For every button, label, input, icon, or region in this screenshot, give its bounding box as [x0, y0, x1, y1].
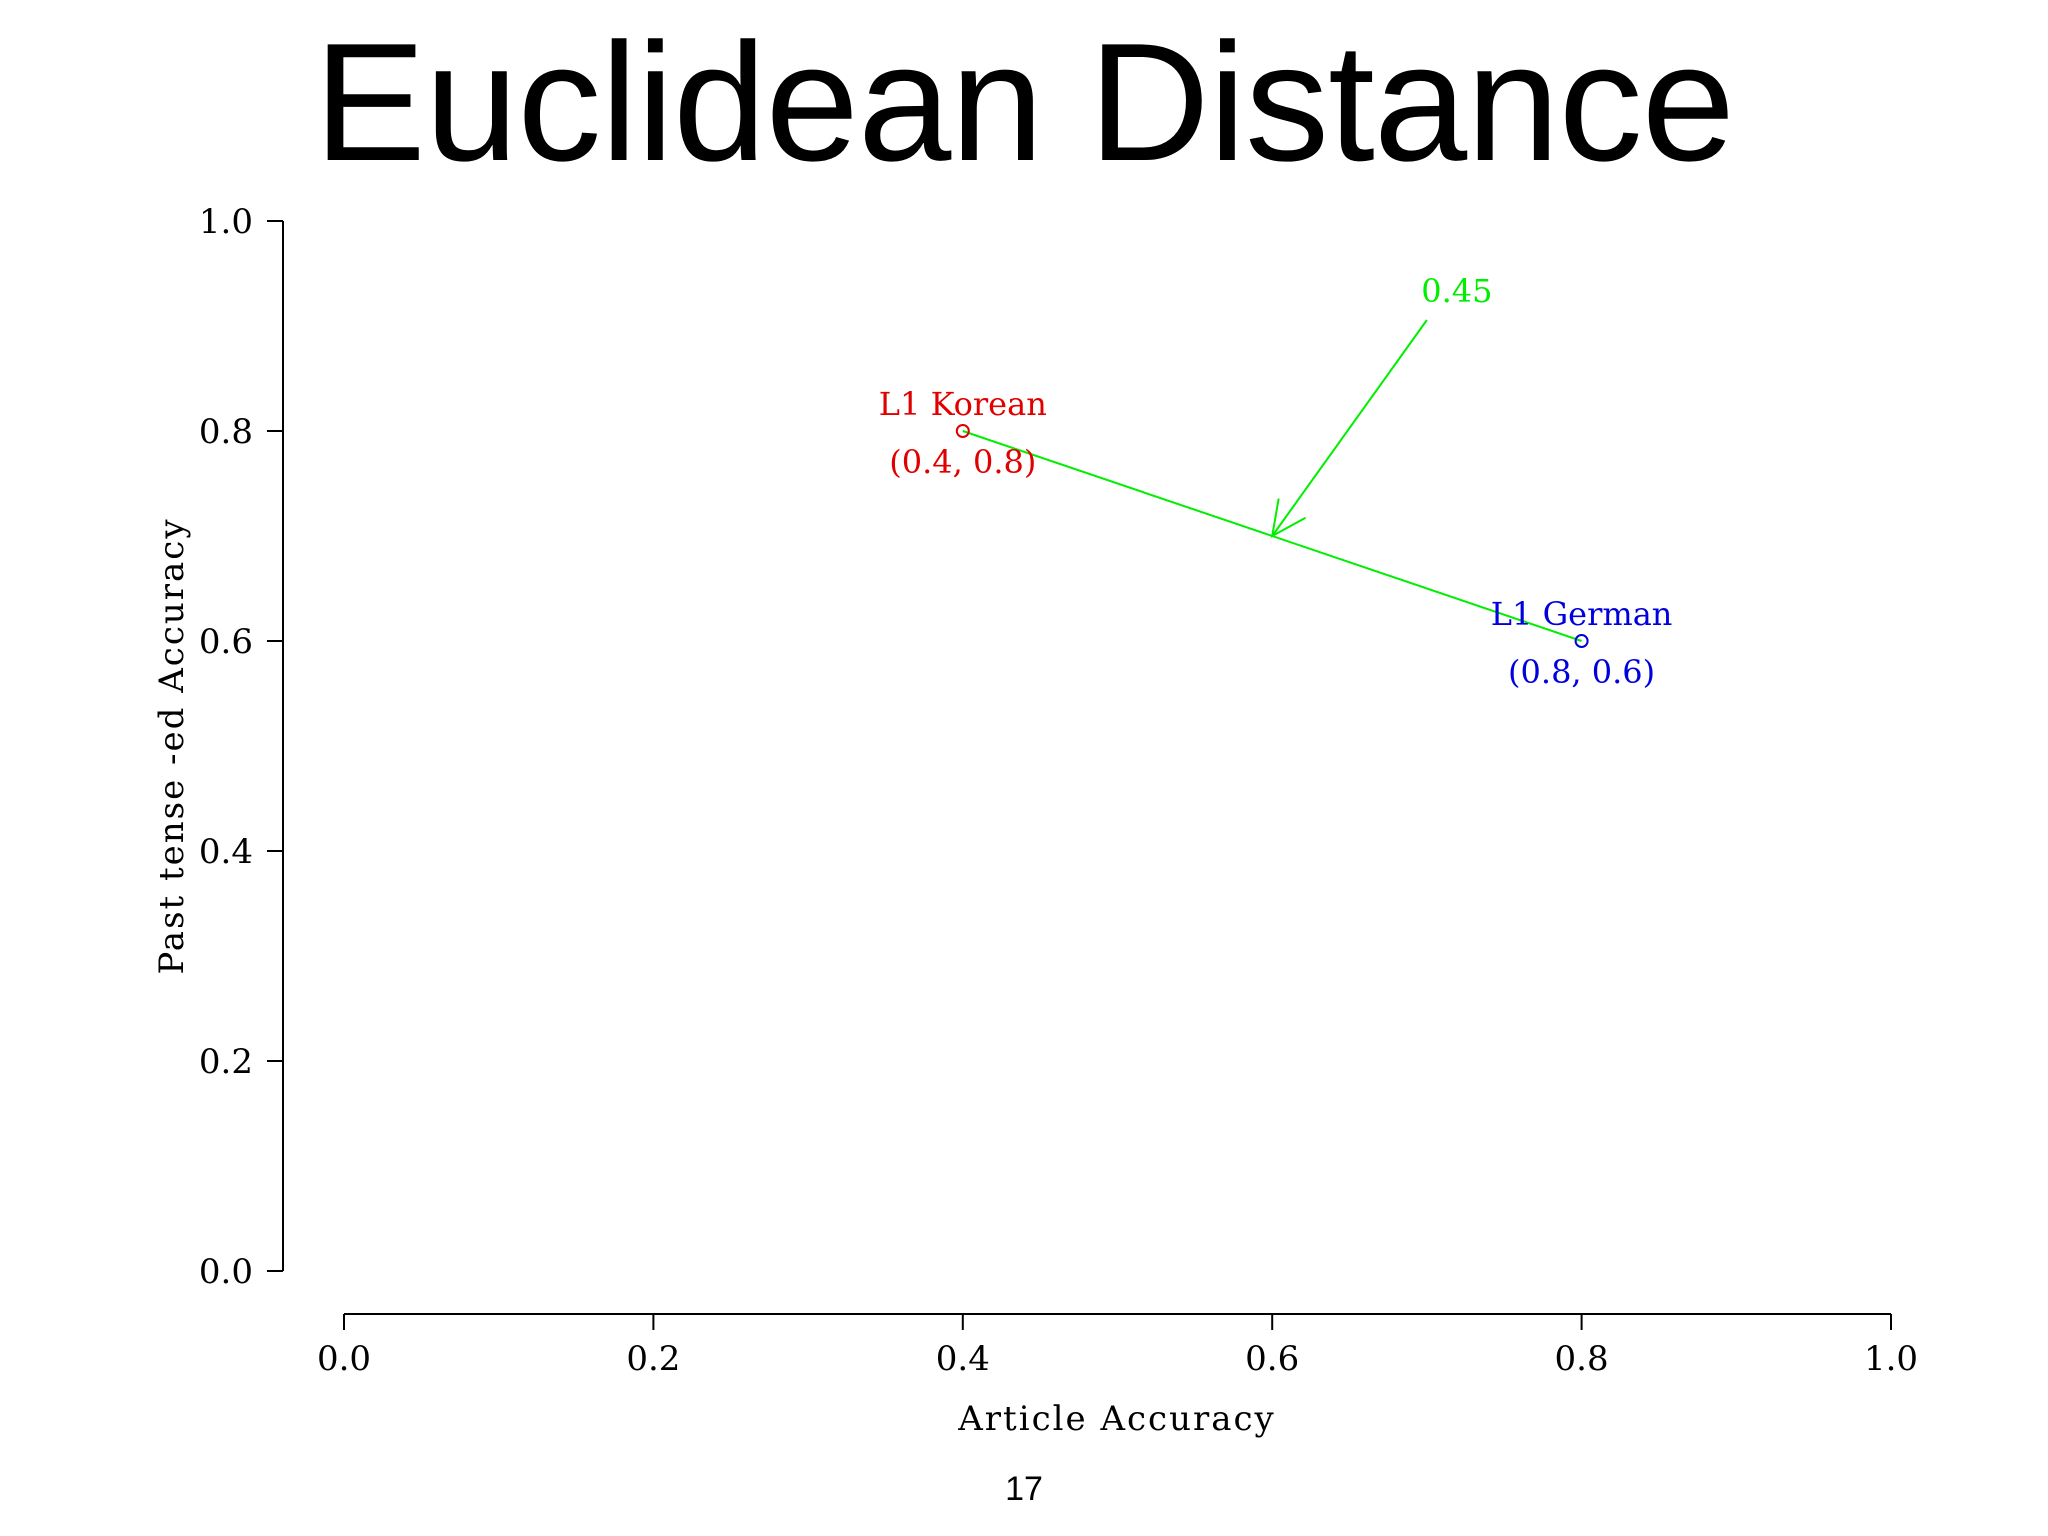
point-coord-label: (0.4, 0.8)	[889, 443, 1036, 481]
annotation-arrow	[1271, 319, 1428, 537]
y-axis: 0.0 0.2 0.4 0.6 0.8 1.0	[199, 202, 284, 1292]
x-axis: 0.0 0.2 0.4 0.6 0.8 1.0	[317, 1313, 1918, 1379]
point-coord-label: (0.8, 0.6)	[1508, 653, 1655, 691]
y-axis-label: Past tense -ed Accuracy	[152, 517, 192, 974]
y-tick-label: 1.0	[199, 202, 253, 242]
x-tick-label: 1.0	[1864, 1339, 1918, 1379]
point-name-label: L1 German	[1491, 595, 1673, 633]
slide-title: Euclidean Distance	[313, 8, 1735, 196]
y-tick-label: 0.4	[199, 832, 253, 872]
y-tick-label: 0.0	[199, 1252, 253, 1292]
y-tick-label: 0.8	[199, 412, 253, 452]
x-tick-label: 0.8	[1555, 1339, 1609, 1379]
x-tick-label: 0.0	[317, 1339, 371, 1379]
x-tick-label: 0.2	[626, 1339, 680, 1379]
data-point	[1574, 634, 1589, 648]
arrow-head	[1270, 498, 1307, 538]
point-name-label: L1 Korean	[879, 385, 1047, 423]
page-number: 17	[1005, 1470, 1043, 1508]
x-axis-label: Article Accuracy	[957, 1399, 1276, 1439]
x-tick-label: 0.4	[936, 1339, 990, 1379]
plot-area: 0.45 L1 Korean (0.4, 0.8) L1 German (0.8, 0.…	[879, 272, 1673, 691]
y-tick-label: 0.6	[199, 622, 253, 662]
distance-annotation-label: 0.45	[1421, 272, 1492, 310]
x-tick-label: 0.6	[1245, 1339, 1299, 1379]
data-point	[955, 424, 970, 438]
y-tick-label: 0.2	[199, 1042, 253, 1082]
